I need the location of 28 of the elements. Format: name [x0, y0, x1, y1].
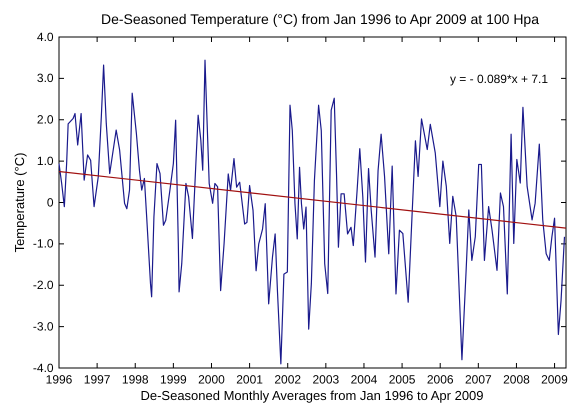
y-tick-label: -1.0 [32, 236, 54, 251]
x-tick-label: 1998 [122, 372, 149, 387]
x-tick-label: 2009 [541, 372, 568, 387]
y-tick-label: 4.0 [36, 30, 54, 44]
x-tick-label: 2004 [350, 372, 378, 387]
y-tick-label: -4.0 [32, 360, 54, 375]
x-tick-label: 2006 [426, 372, 454, 387]
line-series [58, 60, 566, 364]
y-tick-label: 3.0 [36, 71, 54, 86]
x-tick-label: 2003 [312, 372, 340, 387]
x-tick-label: 2005 [388, 372, 416, 387]
y-tick-label: -3.0 [32, 319, 54, 334]
y-axis-title: Temperature (°C) [12, 152, 27, 252]
y-tick-label: 1.0 [36, 154, 54, 168]
x-axis-title: De-Seasoned Monthly Averages from Jan 1996 to Apr 2009 [140, 388, 484, 403]
annotation: y = - 0.089*x + 7.1 [450, 72, 548, 86]
chart-title: De-Seasoned Temperature (°C) from Jan 1996 to Apr 2009 at 100 Hpa [100, 11, 540, 27]
x-tick-label: 1999 [160, 372, 188, 387]
x-tick-label: 2008 [503, 372, 530, 387]
x-tick-label: 2002 [274, 372, 302, 387]
y-tick-label: -2.0 [32, 278, 54, 292]
x-tick-label: 1997 [84, 372, 111, 387]
x-tick-label: 1996 [46, 372, 73, 387]
y-tick-label: 2.0 [36, 112, 54, 127]
x-tick-label: 2001 [236, 372, 264, 387]
x-tick-label: 2007 [464, 372, 492, 387]
x-tick-label: 2000 [198, 372, 226, 387]
y-tick-label: 0 [46, 195, 54, 210]
